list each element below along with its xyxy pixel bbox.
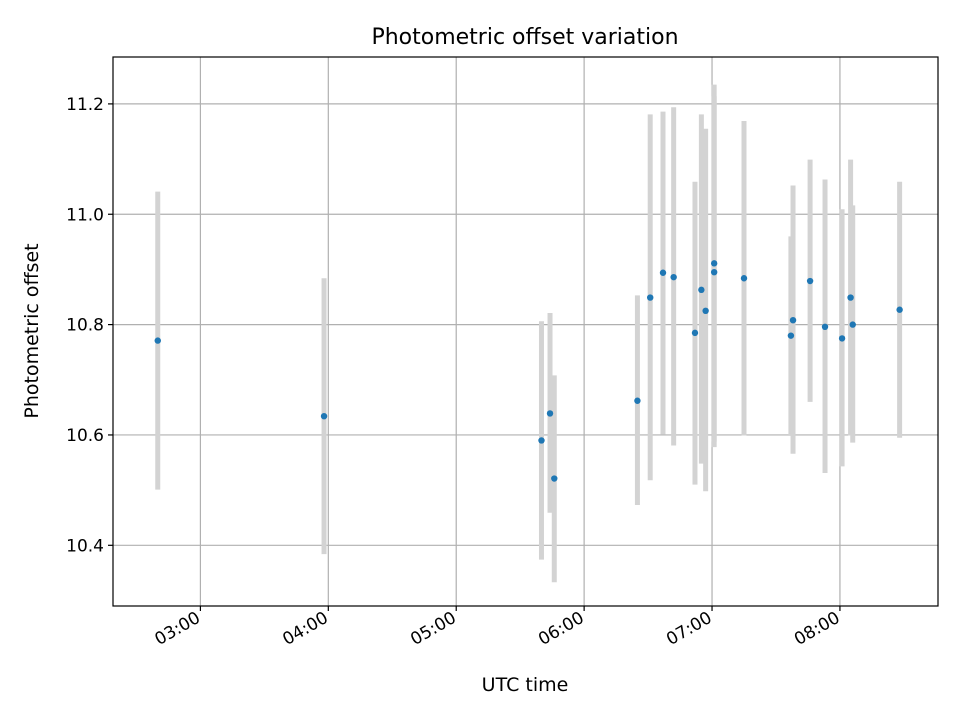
data-point <box>670 274 676 280</box>
figure-background <box>0 0 960 720</box>
chart-title: Photometric offset variation <box>371 25 678 50</box>
data-point <box>538 437 544 443</box>
data-point <box>788 332 794 338</box>
y-tick-label: 10.4 <box>66 536 104 556</box>
y-tick-label: 11.2 <box>66 95 104 115</box>
data-point <box>711 260 717 266</box>
data-point <box>551 475 557 481</box>
data-point <box>896 307 902 313</box>
data-point <box>647 294 653 300</box>
data-point <box>850 321 856 327</box>
data-point <box>692 330 698 336</box>
data-point <box>790 317 796 323</box>
y-tick-label: 11.0 <box>66 205 104 225</box>
y-tick-label: 10.6 <box>66 426 104 446</box>
data-point <box>847 294 853 300</box>
data-point <box>698 287 704 293</box>
data-point <box>547 410 553 416</box>
data-point <box>741 275 747 281</box>
data-point <box>634 398 640 404</box>
data-point <box>807 278 813 284</box>
data-point <box>711 269 717 275</box>
data-point <box>822 324 828 330</box>
data-point <box>702 308 708 314</box>
data-point <box>321 413 327 419</box>
x-axis-label: UTC time <box>482 674 569 696</box>
data-point <box>660 270 666 276</box>
chart-figure: 03:00 04:00 05:00 06:00 07:00 08:0010.410.610… <box>0 0 960 720</box>
data-point <box>839 335 845 341</box>
y-tick-label: 10.8 <box>66 316 104 336</box>
data-point <box>155 337 161 343</box>
y-axis-label: Photometric offset <box>21 243 43 418</box>
